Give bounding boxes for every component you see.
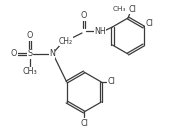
Text: CH₃: CH₃ [23,67,37,76]
Text: Cl: Cl [128,4,136,13]
Text: NH: NH [94,27,106,35]
Text: N: N [49,50,55,58]
Text: O: O [27,32,33,41]
Text: S: S [27,50,33,58]
Text: Cl: Cl [146,18,154,27]
Text: CH₂: CH₂ [59,36,73,46]
Text: CH₃: CH₃ [112,6,126,12]
Text: Cl: Cl [107,78,115,86]
Text: O: O [11,50,17,58]
Text: Cl: Cl [80,118,88,128]
Text: O: O [81,12,87,21]
